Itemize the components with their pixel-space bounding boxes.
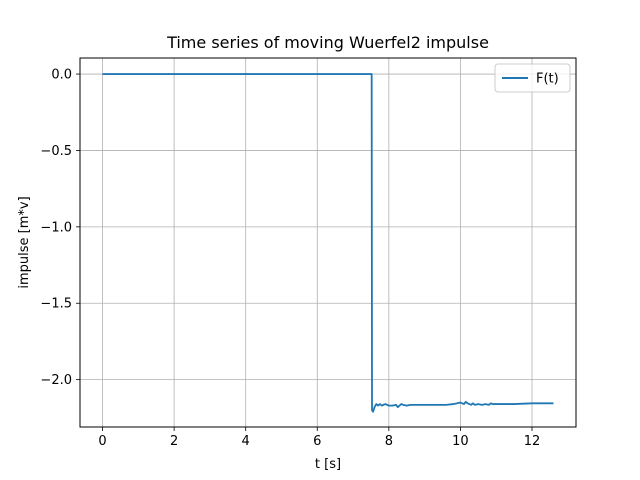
y-tick-label: 0.0 <box>51 68 72 83</box>
legend-label: F(t) <box>536 72 559 87</box>
y-tick-label: −1.0 <box>40 220 72 235</box>
x-tick-label: 10 <box>452 434 469 449</box>
legend: F(t) <box>494 63 571 93</box>
plot-frame <box>79 57 577 428</box>
x-tick-label: 12 <box>524 434 541 449</box>
y-tick-label: −1.5 <box>40 297 72 312</box>
series-layer <box>102 73 554 413</box>
y-axis-label: impulse [m*v] <box>17 196 32 288</box>
chart-title: Time series of moving Wuerfel2 impulse <box>166 33 489 52</box>
x-tick-label: 6 <box>313 434 321 449</box>
x-tick-label: 2 <box>170 434 178 449</box>
ticks: 0 2 4 6 8 10 12 0.0 −0.5 −1.0 −1.5 −2.0 <box>40 68 540 449</box>
y-tick-label: −2.0 <box>40 373 72 388</box>
series-line <box>102 73 554 413</box>
x-tick-label: 0 <box>98 434 106 449</box>
legend-box <box>494 63 571 93</box>
x-tick-label: 8 <box>385 434 393 449</box>
y-tick-label: −0.5 <box>40 144 72 159</box>
x-tick-label: 4 <box>242 434 250 449</box>
x-axis-label: t [s] <box>315 457 341 472</box>
grid <box>80 58 576 427</box>
